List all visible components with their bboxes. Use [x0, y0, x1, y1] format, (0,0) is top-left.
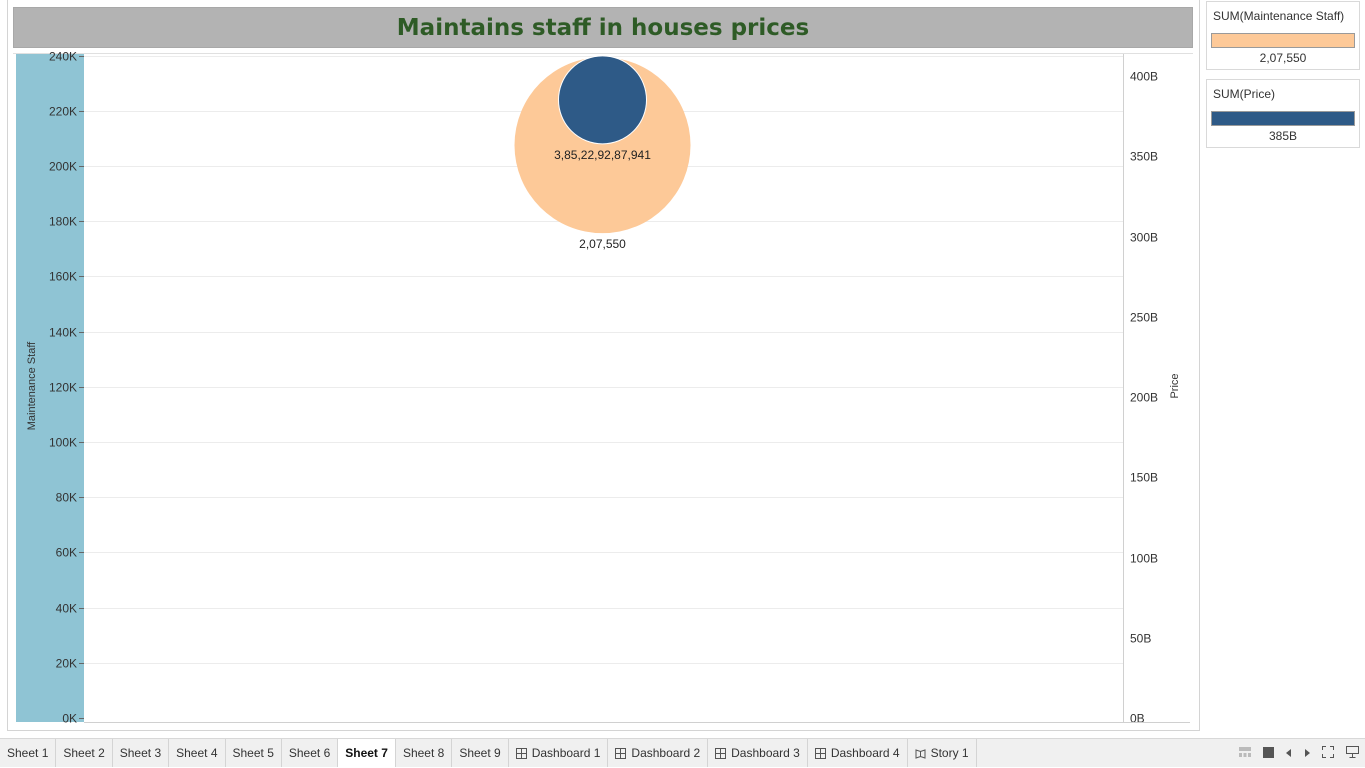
left-axis-tick-label: 40K: [56, 602, 77, 616]
tab-label: Dashboard 1: [531, 746, 601, 760]
data-point-price: [558, 55, 647, 145]
legend-maintenance-staff[interactable]: SUM(Maintenance Staff) 2,07,550: [1206, 1, 1360, 70]
view-controls: [1239, 739, 1359, 768]
story-icon: [915, 748, 926, 759]
left-axis-tick-label: 180K: [49, 215, 77, 229]
tab-sheet-3[interactable]: Sheet 3: [113, 739, 170, 767]
dashboard-icon: [615, 747, 627, 759]
tab-label: Sheet 7: [345, 746, 388, 760]
legend-title: SUM(Maintenance Staff): [1213, 9, 1345, 23]
right-axis-tick-label: 400B: [1130, 70, 1158, 84]
tab-dashboard-1[interactable]: Dashboard 1: [509, 739, 609, 767]
tab-label: Sheet 8: [402, 746, 445, 760]
tab-label: Sheet 9: [459, 746, 501, 760]
legend-swatch: [1211, 111, 1355, 126]
tab-sheet-9[interactable]: Sheet 9: [452, 739, 509, 767]
tab-sheet-5[interactable]: Sheet 5: [226, 739, 282, 767]
right-axis-title: Price: [1169, 373, 1181, 399]
show-filmstrip-icon[interactable]: [1239, 747, 1251, 760]
tab-dashboard-4[interactable]: Dashboard 4: [808, 739, 908, 767]
legend-price[interactable]: SUM(Price) 385B: [1206, 79, 1360, 148]
tab-sheet-1[interactable]: Sheet 1: [0, 739, 57, 767]
left-axis-tick-label: 140K: [49, 326, 77, 340]
left-axis-tick-label: 220K: [49, 105, 77, 119]
legend-value: 2,07,550: [1259, 51, 1307, 65]
tab-label: Sheet 5: [232, 746, 274, 760]
dashboard-icon: [715, 747, 727, 759]
tab-dashboard-3[interactable]: Dashboard 3: [708, 739, 808, 767]
tab-label: Sheet 2: [63, 746, 105, 760]
left-axis-tick-label: 160K: [49, 270, 77, 284]
tab-label: Dashboard 4: [830, 746, 900, 760]
left-axis-tick-label: 20K: [56, 657, 77, 671]
left-axis-tick-label: 240K: [49, 50, 77, 64]
dashboard-icon: [515, 747, 527, 759]
sheet-tab-bar: Sheet 1 Sheet 2 Sheet 3 Sheet 4 Sheet 5 Sheet…: [0, 738, 1365, 767]
right-axis-tick-label: 200B: [1130, 391, 1158, 405]
tab-dashboard-2[interactable]: Dashboard 2: [608, 739, 709, 767]
legend-title: SUM(Price): [1213, 87, 1275, 101]
tab-label: Sheet 1: [7, 746, 49, 760]
right-axis-tick-label: 150B: [1130, 471, 1158, 485]
chart-title: Maintains staff in houses prices: [396, 14, 810, 41]
show-tabs-icon[interactable]: [1263, 746, 1274, 761]
tab-label: Dashboard 2: [631, 746, 701, 760]
tab-label: Sheet 3: [119, 746, 162, 760]
left-axis-tick-label: 100K: [49, 436, 77, 450]
fullscreen-icon[interactable]: [1322, 746, 1334, 761]
legend-value: 385B: [1268, 129, 1298, 143]
previous-sheet-icon[interactable]: [1286, 748, 1292, 760]
right-axis-tick-label: 250B: [1130, 311, 1158, 325]
left-axis-band: [16, 54, 84, 722]
tab-sheet-8[interactable]: Sheet 8: [396, 739, 453, 767]
title-separator: [13, 53, 1193, 54]
left-axis-tick-label: 120K: [49, 381, 77, 395]
data-label-price: 3,85,22,92,87,941: [554, 148, 651, 162]
next-sheet-icon[interactable]: [1304, 748, 1310, 760]
tab-sheet-7[interactable]: Sheet 7: [338, 739, 396, 767]
legend-swatch: [1211, 33, 1355, 48]
left-axis-tick-label: 60K: [56, 546, 77, 560]
tab-sheet-2[interactable]: Sheet 2: [56, 739, 113, 767]
left-axis-tick-label: 80K: [56, 491, 77, 505]
presentation-mode-icon[interactable]: [1346, 746, 1359, 761]
title-bar: Maintains staff in houses prices: [13, 7, 1193, 48]
tab-sheet-6[interactable]: Sheet 6: [282, 739, 339, 767]
tab-label: Dashboard 3: [731, 746, 800, 760]
tab-label: Sheet 6: [288, 746, 331, 760]
tab-label: Sheet 4: [176, 746, 218, 760]
tab-label: Story 1: [930, 746, 969, 760]
left-axis-tick-label: 0K: [62, 712, 77, 726]
right-axis-tick-label: 50B: [1130, 632, 1151, 646]
right-axis-tick-label: 350B: [1130, 150, 1158, 164]
right-axis-tick-label: 100B: [1130, 552, 1158, 566]
left-axis-title: Maintenance Staff: [26, 341, 38, 431]
right-axis-tick-label: 300B: [1130, 231, 1158, 245]
right-axis-tick-label: 0B: [1130, 712, 1145, 726]
data-label-maintenance-staff: 2,07,550: [579, 237, 626, 251]
tab-sheet-4[interactable]: Sheet 4: [169, 739, 226, 767]
chart-canvas[interactable]: 0K 20K 40K 60K 80K 100K 120K 140K 160K 180K 200K 22…: [0, 0, 1365, 738]
dashboard-icon: [814, 747, 826, 759]
left-axis-tick-label: 200K: [49, 160, 77, 174]
tab-story-1[interactable]: Story 1: [908, 739, 977, 767]
